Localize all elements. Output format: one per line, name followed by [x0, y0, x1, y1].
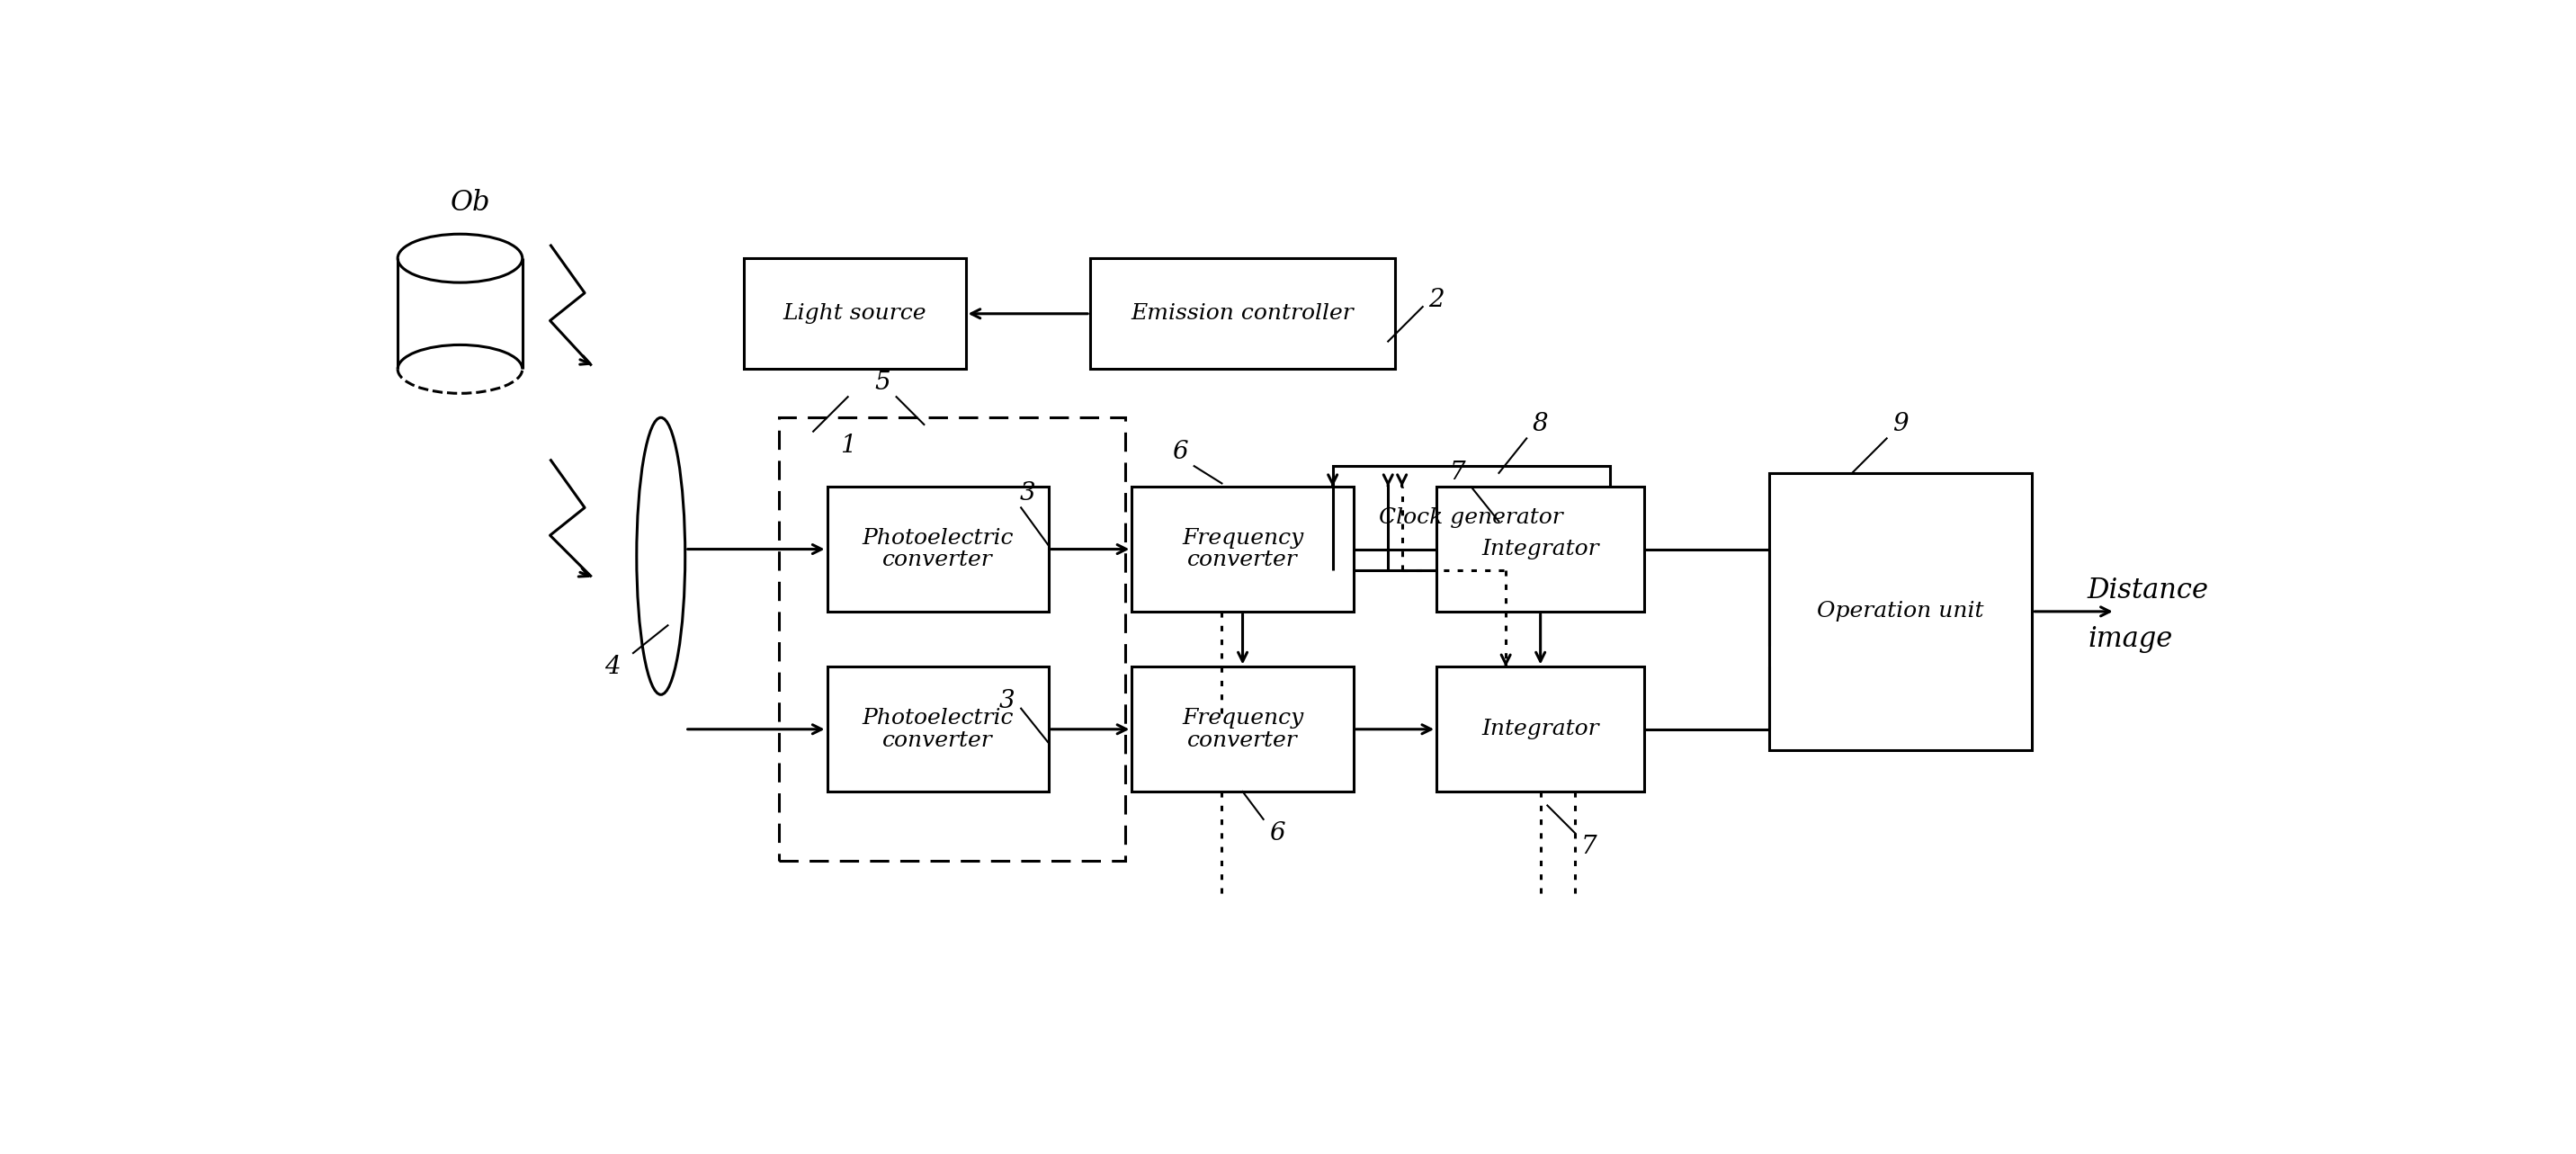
Bar — [744, 258, 966, 369]
Text: 5: 5 — [876, 370, 891, 395]
Text: Photoelectric: Photoelectric — [863, 527, 1015, 548]
Text: Integrator: Integrator — [1481, 539, 1600, 560]
Text: Frequency: Frequency — [1182, 527, 1303, 548]
Ellipse shape — [397, 234, 523, 283]
Bar — [778, 418, 1126, 861]
Text: 9: 9 — [1893, 412, 1909, 436]
Bar — [1437, 487, 1643, 612]
Text: Frequency: Frequency — [1182, 707, 1303, 728]
Text: 7: 7 — [1450, 460, 1466, 485]
Bar — [827, 487, 1048, 612]
Text: 2: 2 — [1430, 287, 1445, 312]
Ellipse shape — [636, 418, 685, 695]
Text: Photoelectric: Photoelectric — [863, 707, 1015, 728]
Text: 6: 6 — [1172, 440, 1188, 464]
Text: 3: 3 — [999, 689, 1015, 713]
Text: Emission controller: Emission controller — [1131, 304, 1355, 324]
Text: Ob: Ob — [451, 189, 489, 217]
Text: converter: converter — [884, 730, 994, 750]
Text: 6: 6 — [1270, 820, 1285, 845]
Text: Distance: Distance — [2087, 577, 2210, 605]
Text: Operation unit: Operation unit — [1816, 601, 1984, 622]
Bar — [827, 667, 1048, 792]
Text: converter: converter — [1188, 550, 1298, 570]
Text: 8: 8 — [1533, 412, 1548, 436]
Text: converter: converter — [884, 550, 994, 570]
Text: 1: 1 — [840, 433, 855, 457]
Text: Integrator: Integrator — [1481, 719, 1600, 740]
Text: Clock generator: Clock generator — [1378, 508, 1564, 529]
Bar — [1332, 466, 1610, 570]
Text: image: image — [2087, 625, 2172, 653]
Bar — [1437, 667, 1643, 792]
Text: 7: 7 — [1582, 834, 1597, 859]
Text: converter: converter — [1188, 730, 1298, 750]
Bar — [1131, 667, 1352, 792]
Bar — [1770, 473, 2032, 750]
Bar — [1131, 487, 1352, 612]
Bar — [1090, 258, 1396, 369]
Text: 3: 3 — [1020, 481, 1036, 505]
Text: 4: 4 — [605, 654, 621, 679]
Text: Light source: Light source — [783, 304, 927, 324]
